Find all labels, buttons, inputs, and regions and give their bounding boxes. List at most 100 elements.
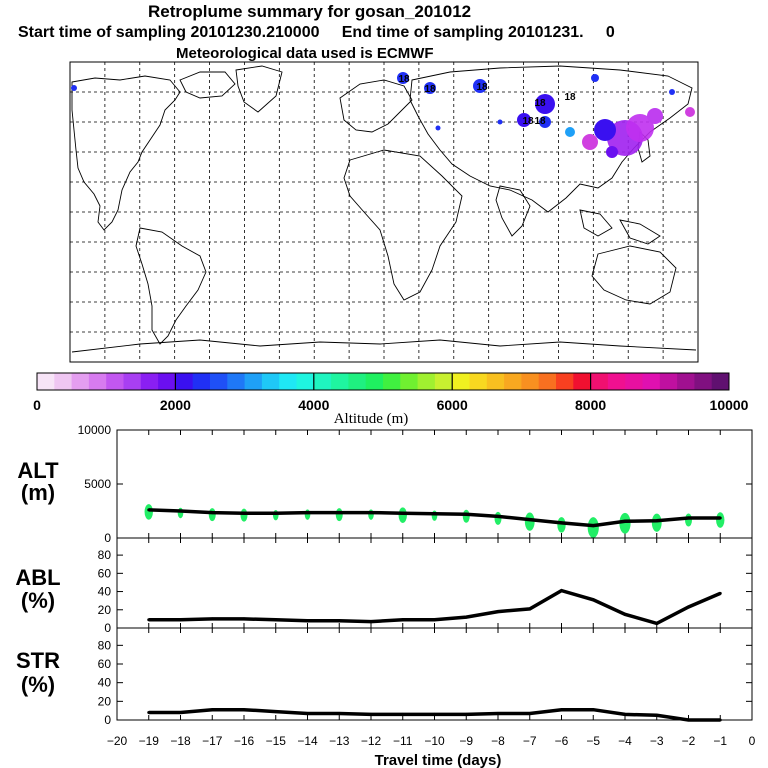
colorbar-cell-16 — [313, 373, 332, 390]
plume-particles — [71, 72, 695, 158]
point-alt-14 — [591, 524, 595, 528]
point-abl-5 — [306, 619, 309, 623]
time-series-panels: 10000 5000 0 ALT(m) 806040200ABL(%)806040200… — [15, 423, 753, 727]
xtick-7: −13 — [329, 734, 350, 748]
point-str-14 — [591, 708, 595, 712]
panel-label-alt: ALT — [17, 458, 59, 483]
colorbar-cell-29 — [538, 373, 557, 390]
xtick-0: −20 — [107, 734, 128, 748]
colorbar: 0 2000 4000 6000 8000 10000 Altitude (m) — [33, 372, 749, 427]
ytick-str-0: 0 — [104, 713, 111, 727]
alt-scatter-0 — [144, 504, 153, 520]
colorbar-cell-23 — [434, 373, 453, 390]
point-abl-9 — [433, 618, 436, 622]
colorbar-cell-10 — [210, 373, 228, 390]
alt-scatter-3 — [240, 508, 248, 522]
point-abl-13 — [560, 589, 563, 593]
map-label-1: 18 — [398, 74, 410, 85]
colorbar-cell-6 — [140, 373, 159, 390]
point-str-3 — [242, 708, 246, 712]
point-str-11 — [496, 711, 500, 715]
colorbar-cell-36 — [659, 373, 678, 390]
colorbar-cell-33 — [607, 373, 626, 390]
map-label-5: 18 — [534, 116, 546, 127]
xtick-20: 0 — [749, 734, 756, 748]
point-str-0 — [147, 711, 151, 715]
ytick-abl-60: 60 — [98, 566, 112, 580]
sampling-times: Start time of sampling 20101230.210000 E… — [18, 24, 615, 41]
colorbar-cell-1 — [54, 373, 72, 390]
panel-label-abl: ABL — [15, 565, 60, 590]
point-str-13 — [560, 708, 563, 712]
point-alt-6 — [337, 511, 341, 515]
colorbar-cell-8 — [175, 373, 194, 390]
met-data-note: Meteorological data used is ECMWF — [176, 45, 434, 62]
xtick-4: −16 — [234, 734, 255, 748]
map-label-2: 18 — [476, 82, 488, 93]
point-abl-10 — [464, 615, 468, 619]
point-str-17 — [687, 718, 690, 722]
point-alt-17 — [687, 516, 690, 520]
point-alt-7 — [369, 511, 373, 515]
panel-str: 80 60 40 20 0 STR(%) — [16, 627, 753, 727]
colorbar-cell-22 — [417, 373, 436, 390]
colorbar-cell-3 — [88, 373, 107, 390]
ytick-alt-10000: 10000 — [78, 423, 112, 437]
point-alt-0 — [147, 508, 151, 512]
panel-unit-alt: (m) — [21, 480, 55, 505]
colorbar-tick-10000: 10000 — [710, 397, 749, 413]
point-abl-15 — [623, 612, 627, 616]
chart-title: Retroplume summary for gosan_201012 — [148, 2, 472, 21]
point-str-18 — [718, 718, 722, 722]
map-label-3: 18 — [534, 98, 546, 109]
xtick-18: −2 — [682, 734, 696, 748]
colorbar-cell-11 — [227, 373, 245, 390]
point-str-9 — [433, 712, 436, 716]
panel-abl: 80 60 40 20 0 ABL(%) — [15, 537, 753, 635]
point-abl-18 — [718, 591, 722, 595]
colorbar-cell-17 — [331, 373, 349, 390]
colorbar-cell-19 — [365, 373, 384, 390]
point-abl-12 — [528, 607, 532, 611]
point-alt-12 — [528, 518, 532, 522]
point-alt-8 — [401, 511, 405, 515]
point-str-5 — [306, 711, 309, 715]
alt-scatter-8 — [398, 507, 407, 523]
colorbar-cell-2 — [71, 373, 90, 390]
point-alt-15 — [623, 519, 627, 523]
x-axis-label: Travel time (days) — [375, 752, 502, 768]
ytick-alt-5000: 5000 — [84, 477, 111, 491]
xtick-14: −6 — [555, 734, 569, 748]
map-label-4: 18 — [522, 116, 534, 127]
x-axis: −20 −19 −18 −17 −16 −15 −14 −13 −12 −11 −10 −9 −8 −7−… — [107, 734, 756, 748]
xtick-5: −15 — [266, 734, 287, 748]
point-abl-1 — [179, 618, 182, 622]
colorbar-cell-37 — [677, 373, 695, 390]
panel-unit-abl: (%) — [21, 588, 55, 613]
xtick-17: −3 — [650, 734, 664, 748]
point-str-1 — [179, 711, 182, 715]
xtick-16: −4 — [618, 734, 632, 748]
colorbar-cell-18 — [348, 373, 367, 390]
alt-scatter-16 — [651, 513, 662, 532]
colorbar-cell-35 — [642, 373, 661, 390]
point-alt-4 — [274, 511, 278, 515]
point-str-8 — [401, 712, 405, 716]
colorbar-cell-26 — [486, 373, 505, 390]
xtick-11: −9 — [459, 734, 473, 748]
colorbar-cell-27 — [504, 373, 522, 390]
alt-scatter-17 — [685, 513, 692, 527]
point-abl-6 — [337, 619, 341, 623]
xtick-6: −14 — [297, 734, 318, 748]
point-str-4 — [274, 710, 278, 714]
colorbar-cell-14 — [279, 373, 297, 390]
alt-scatter-10 — [462, 509, 470, 523]
colorbar-cell-20 — [383, 373, 401, 390]
colorbar-label: Altitude (m) — [334, 411, 409, 427]
colorbar-cell-25 — [469, 373, 488, 390]
point-alt-9 — [433, 512, 436, 516]
colorbar-cell-32 — [590, 373, 609, 390]
ytick-str-20: 20 — [98, 694, 112, 708]
